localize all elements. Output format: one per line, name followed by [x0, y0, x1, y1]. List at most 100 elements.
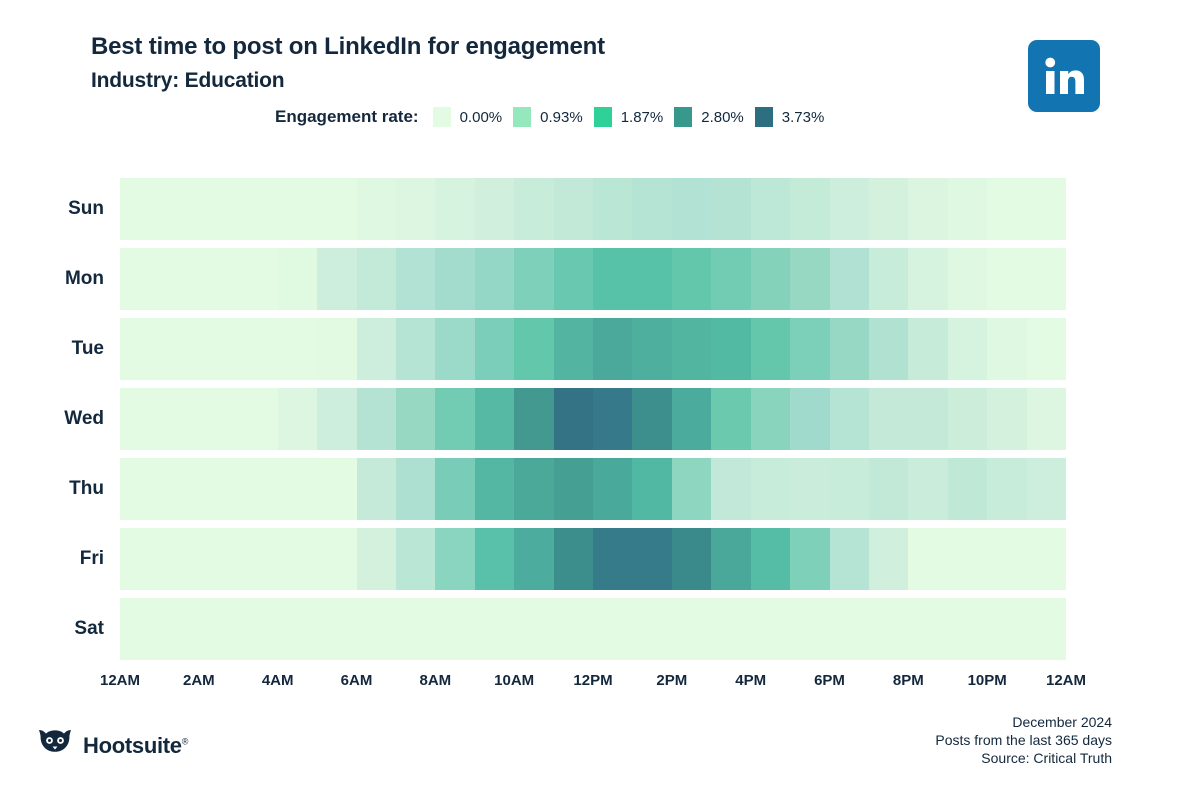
- heatmap-cell: [632, 598, 672, 660]
- heatmap-cell: [356, 458, 396, 520]
- hootsuite-wordmark: Hootsuite®: [83, 733, 188, 759]
- legend: Engagement rate: 0.00% 0.93% 1.87% 2.80%…: [275, 107, 835, 127]
- heatmap-cell: [987, 528, 1027, 590]
- x-tick-label: 6AM: [340, 672, 373, 689]
- heatmap-cell: [120, 598, 160, 660]
- heatmap-cell: [632, 178, 672, 240]
- heatmap-cell: [317, 318, 357, 380]
- day-label-sun: Sun: [68, 198, 104, 219]
- page-title: Best time to post on LinkedIn for engage…: [91, 33, 605, 60]
- legend-item-0: 0.00%: [432, 107, 503, 127]
- day-label-sat: Sat: [74, 618, 104, 639]
- footnote: December 2024 Posts from the last 365 da…: [935, 713, 1112, 767]
- heatmap-cell: [238, 318, 278, 380]
- heatmap-cell: [277, 178, 318, 240]
- heatmap-cell: [238, 388, 278, 450]
- heatmap-cell: [435, 248, 475, 310]
- heatmap-cell: [356, 598, 396, 660]
- heatmap-cell: [829, 598, 870, 660]
- heatmap-cell: [947, 528, 988, 590]
- heatmap-cell: [120, 388, 160, 450]
- heatmap-cell: [1026, 318, 1067, 380]
- heatmap-cell: [671, 318, 712, 380]
- heatmap-cell: [159, 388, 199, 450]
- day-label-wed: Wed: [64, 408, 104, 429]
- legend-label-0: 0.00%: [459, 108, 503, 126]
- heatmap-cell: [593, 528, 633, 590]
- heatmap-cell: [435, 318, 475, 380]
- heatmap-cell: [947, 388, 988, 450]
- heatmap-cell: [947, 458, 988, 520]
- heatmap-cell: [869, 178, 909, 240]
- heatmap-cell: [947, 248, 988, 310]
- x-tick-label: 6PM: [814, 672, 845, 689]
- heatmap-cell: [869, 248, 909, 310]
- heatmap-cell: [474, 248, 515, 310]
- heatmap-cell: [593, 458, 633, 520]
- heatmap-cell: [869, 598, 909, 660]
- heatmap-cell: [514, 388, 554, 450]
- heatmap-cell: [711, 528, 751, 590]
- heatmap-cell: [750, 178, 791, 240]
- heatmap-cell: [908, 528, 948, 590]
- day-label-tue: Tue: [71, 338, 104, 359]
- heatmap-cell: [435, 388, 475, 450]
- heatmap-cell: [790, 598, 830, 660]
- heatmap-cell: [593, 178, 633, 240]
- heatmap-cell: [593, 388, 633, 450]
- heatmap-cell: [908, 178, 948, 240]
- heatmap-row-thu: Thu: [0, 458, 1200, 528]
- heatmap-cell: [1026, 178, 1067, 240]
- heatmap-row-sun: Sun: [0, 178, 1200, 248]
- heatmap-cell: [514, 318, 554, 380]
- heatmap-cell: [790, 458, 830, 520]
- heatmap-cell: [395, 178, 436, 240]
- day-label-fri: Fri: [79, 548, 104, 569]
- heatmap-cell: [1026, 248, 1067, 310]
- heatmap-cell: [1026, 388, 1067, 450]
- heatmap-cell: [1026, 528, 1067, 590]
- legend-item-2: 1.87%: [593, 107, 664, 127]
- day-label-mon: Mon: [64, 268, 104, 289]
- legend-swatch-3: [674, 107, 693, 127]
- heatmap-cell: [829, 318, 870, 380]
- footnote-line-2: Source: Critical Truth: [981, 750, 1112, 766]
- heatmap-cells: [120, 598, 1067, 660]
- heatmap-cell: [711, 598, 751, 660]
- heatmap-cell: [790, 248, 830, 310]
- heatmap-cell: [869, 528, 909, 590]
- legend-label-4: 3.73%: [781, 108, 825, 126]
- heatmap-cell: [514, 248, 554, 310]
- legend-item-4: 3.73%: [754, 107, 825, 127]
- heatmap-cell: [908, 318, 948, 380]
- heatmap-cell: [474, 598, 515, 660]
- heatmap-cell: [238, 248, 278, 310]
- heatmap-cell: [553, 528, 594, 590]
- hootsuite-brand-text: Hootsuite: [83, 732, 182, 758]
- heatmap-cell: [750, 598, 791, 660]
- heatmap-cell: [435, 598, 475, 660]
- heatmap-cell: [632, 458, 672, 520]
- heatmap-cell: [632, 248, 672, 310]
- heatmap-cell: [711, 318, 751, 380]
- heatmap-cell: [750, 528, 791, 590]
- heatmap-cell: [593, 598, 633, 660]
- x-tick-label: 4PM: [735, 672, 767, 689]
- heatmap-cell: [711, 178, 751, 240]
- heatmap-cell: [790, 528, 830, 590]
- legend-swatch-2: [593, 107, 612, 127]
- heatmap-cell: [671, 458, 712, 520]
- heatmap-cell: [474, 388, 515, 450]
- legend-label-2: 1.87%: [620, 108, 664, 126]
- legend-title: Engagement rate:: [275, 107, 419, 126]
- hootsuite-logo: Hootsuite®: [36, 728, 188, 763]
- x-tick-label: 8AM: [419, 672, 452, 689]
- heatmap-cell: [671, 248, 712, 310]
- heatmap-cell: [395, 248, 436, 310]
- heatmap-cell: [1026, 598, 1067, 660]
- heatmap-cell: [829, 388, 870, 450]
- x-tick-label: 12PM: [573, 672, 613, 689]
- heatmap-cell: [790, 318, 830, 380]
- heatmap-cell: [632, 388, 672, 450]
